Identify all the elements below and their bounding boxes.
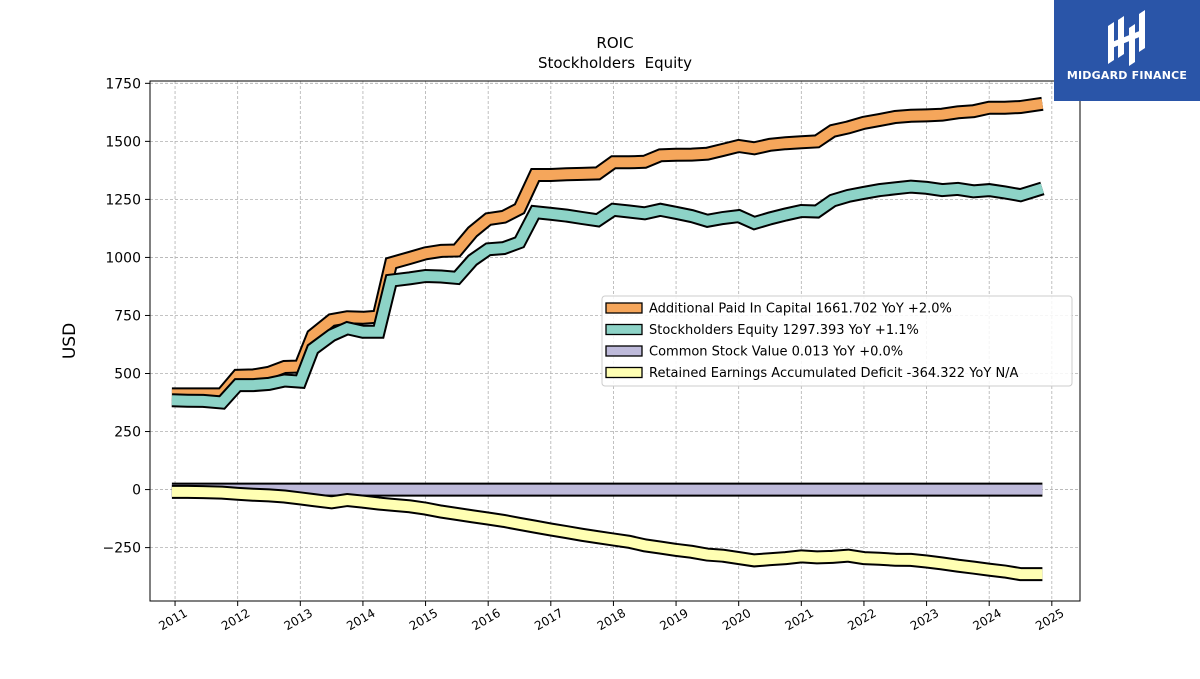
- x-tick-label: 2018: [595, 606, 628, 633]
- y-tick-label: −250: [103, 541, 141, 557]
- y-tick-label: 0: [132, 483, 141, 499]
- series-additional-paid-in-capital: [171, 96, 1044, 402]
- series-layer: [171, 96, 1045, 582]
- x-tick-label: 2011: [156, 606, 189, 633]
- legend-swatch: [605, 323, 643, 336]
- x-tick-label: 2017: [532, 606, 565, 633]
- midgard-logo-icon: [1108, 10, 1145, 66]
- x-tick-label: 2016: [469, 606, 502, 633]
- x-tick-label: 2019: [657, 606, 690, 633]
- y-tick-label: 1500: [105, 134, 141, 150]
- chart-subtitle: Stockholders Equity: [538, 54, 692, 72]
- chart-title: ROIC: [596, 34, 633, 52]
- brand-logo: MIDGARD FINANCE: [1054, 0, 1200, 101]
- legend-swatch: [605, 345, 643, 357]
- x-tick-label: 2025: [1033, 606, 1066, 633]
- y-axis: −250 0 250 500 750 1000 1250 1500 1750: [103, 76, 150, 557]
- legend-entry: Stockholders Equity 1297.393 YoY +1.1%: [649, 323, 919, 338]
- series-line: [171, 181, 1044, 408]
- legend-swatch: [605, 302, 643, 314]
- legend-entry: Retained Earnings Accumulated Deficit -3…: [649, 366, 1019, 381]
- y-tick-label: 1250: [105, 192, 141, 208]
- x-tick-label: 2021: [783, 606, 816, 633]
- y-tick-label: 250: [114, 425, 141, 441]
- series-line: [171, 486, 1043, 580]
- x-tick-label: 2022: [845, 606, 878, 633]
- x-tick-label: 2015: [407, 606, 440, 633]
- series-stockholders-equity: [171, 179, 1045, 410]
- y-tick-label: 500: [114, 367, 141, 383]
- x-axis: 2011 2012 2013 2014 2015 2016 2017 2018 2019 2020…: [156, 601, 1067, 633]
- series-line: [171, 98, 1044, 400]
- series-retained-earnings-accumulated-deficit: [171, 484, 1043, 582]
- y-tick-label: 1000: [105, 250, 141, 266]
- x-tick-label: 2012: [219, 606, 252, 633]
- legend-entry: Additional Paid In Capital 1661.702 YoY …: [649, 302, 952, 317]
- legend: Additional Paid In Capital 1661.702 YoY …: [601, 295, 1073, 387]
- brand-name: MIDGARD FINANCE: [1066, 69, 1188, 82]
- x-tick-label: 2020: [720, 606, 753, 633]
- legend-swatch: [605, 366, 643, 379]
- plot-frame: [149, 80, 1081, 602]
- y-tick-label: 1750: [105, 76, 141, 92]
- y-axis-label: USD: [60, 323, 80, 359]
- x-tick-label: 2013: [282, 606, 315, 633]
- legend-frame: [601, 295, 1073, 387]
- x-tick-label: 2024: [970, 606, 1003, 633]
- x-tick-label: 2023: [908, 606, 941, 633]
- x-tick-label: 2014: [344, 606, 377, 633]
- y-tick-label: 750: [114, 308, 141, 324]
- legend-entry: Common Stock Value 0.013 YoY +0.0%: [649, 345, 903, 360]
